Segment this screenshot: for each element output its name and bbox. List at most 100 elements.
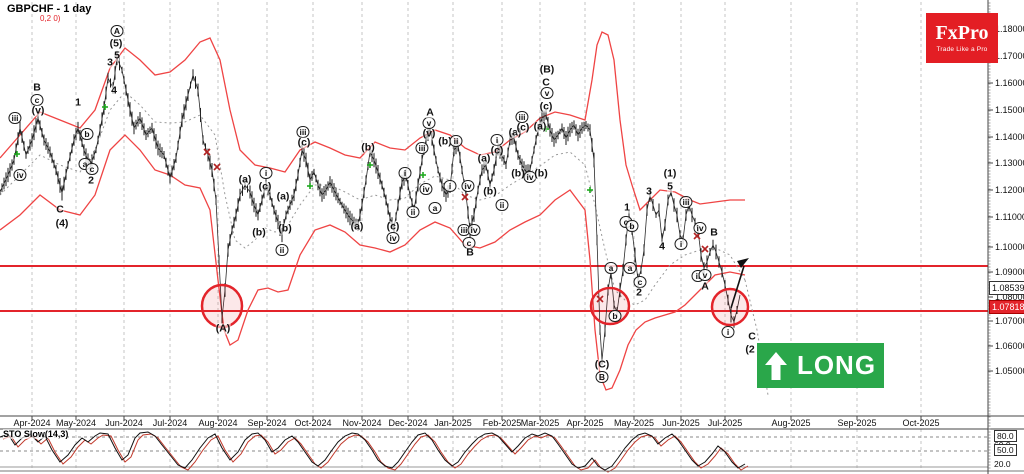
wave-label: v: [422, 117, 436, 129]
time-axis-label: May-2025: [613, 418, 655, 428]
wave-label: B: [33, 81, 41, 94]
time-axis-label: Oct-2024: [294, 418, 332, 428]
wave-label: iv: [467, 224, 481, 236]
stoch-axis-label: 20.0: [994, 459, 1011, 469]
wave-label: (c): [490, 144, 504, 157]
time-axis-label: Jan-2025: [434, 418, 472, 428]
wave-label: B: [710, 226, 718, 239]
time-axis-label: Nov-2024: [342, 418, 382, 428]
wave-label: i: [398, 167, 412, 179]
wave-label: 5: [667, 180, 673, 193]
wave-label: i: [674, 238, 688, 250]
wave-label: (a): [276, 190, 290, 203]
price-axis-label: 1.13000: [995, 158, 1024, 168]
price-axis-label: 1.05000: [995, 366, 1024, 376]
long-signal-button[interactable]: LONG: [757, 343, 884, 388]
wave-label: (v): [422, 127, 436, 140]
stoch-axis-label: 80.0: [994, 430, 1017, 442]
time-axis-label: Dec-2024: [388, 418, 428, 428]
up-arrow-icon: [764, 351, 787, 380]
price-axis-label: 1.17000: [995, 51, 1024, 61]
wave-label: 2: [88, 174, 94, 187]
wave-label: (2: [745, 343, 755, 356]
wave-label: 3: [107, 56, 113, 69]
time-axis-label: May-2024: [55, 418, 97, 428]
wave-label: iii: [8, 112, 22, 124]
wave-label: 5: [114, 49, 120, 62]
wave-label: 1: [624, 201, 630, 214]
wave-label: (A): [215, 322, 231, 335]
wave-label: ii: [449, 135, 463, 147]
wave-label: (c): [539, 100, 553, 113]
wave-label: (b): [534, 167, 548, 180]
wave-label: B: [466, 246, 474, 259]
wave-label: (5): [109, 37, 123, 50]
time-axis-label: Sep-2024: [247, 418, 287, 428]
wave-label: (b): [483, 185, 497, 198]
time-axis-label: Jun-2024: [105, 418, 143, 428]
price-axis-label: 1.09000: [995, 267, 1024, 277]
wave-label: iii: [515, 111, 529, 123]
wave-label: C: [56, 203, 64, 216]
price-level-box: 1.08539: [989, 281, 1024, 295]
symbol-title: GBPCHF - 1 day: [7, 3, 92, 15]
fxpro-brand-text: FxPro: [935, 22, 989, 44]
wave-label: a: [623, 262, 637, 274]
wave-degree-sublabel: 0,2 0): [40, 14, 61, 23]
wave-label: iii: [415, 142, 429, 154]
price-axis-label: 1.07000: [995, 316, 1024, 326]
wave-label: A: [110, 25, 124, 37]
wave-label: ii: [275, 244, 289, 256]
wave-label: (a): [508, 126, 522, 139]
wave-label: (a): [533, 120, 547, 133]
price-axis-label: 1.08000: [995, 292, 1024, 302]
wave-label: (b): [361, 141, 375, 154]
wave-label: iv: [13, 169, 27, 181]
price-axis-label: 1.18000: [995, 24, 1024, 34]
fxpro-tagline: Trade Like a Pro: [936, 46, 988, 53]
wave-label: B: [595, 371, 609, 383]
time-axis-label: Apr-2024: [13, 418, 51, 428]
wave-label: a: [604, 262, 618, 274]
wave-label: A: [701, 280, 709, 293]
time-axis-label: Apr-2025: [566, 418, 604, 428]
wave-label: (b): [438, 135, 452, 148]
price-axis-label: 1.10000: [995, 242, 1024, 252]
indicator-name-label: STO Slow(14,3): [3, 429, 69, 439]
time-axis-label: Jul-2024: [152, 418, 188, 428]
wave-label: 4: [659, 240, 665, 253]
wave-label: iv: [386, 232, 400, 244]
price-axis-label: 1.15000: [995, 105, 1024, 115]
wave-label: (c): [516, 121, 530, 134]
wave-label: (c): [258, 180, 272, 193]
wave-label: i: [443, 180, 457, 192]
wave-label: (c): [297, 136, 311, 149]
wave-label: (a): [477, 152, 491, 165]
wave-label: a: [428, 202, 442, 214]
price-axis-label: 1.12000: [995, 185, 1024, 195]
wave-label: A: [426, 106, 434, 119]
time-axis-label: Mar-2025: [520, 418, 560, 428]
time-axis-label: Oct-2025: [902, 418, 940, 428]
wave-label: v: [698, 269, 712, 281]
wave-label: b: [80, 128, 94, 140]
stoch-axis-label: 50.0: [994, 444, 1017, 456]
wave-label: iv: [693, 222, 707, 234]
wave-label: ii: [495, 199, 509, 211]
wave-label: iii: [679, 196, 693, 208]
wave-label: (b): [511, 167, 525, 180]
wave-label: 3: [646, 185, 652, 198]
long-signal-label: LONG: [796, 350, 877, 380]
wave-label: (a): [238, 173, 252, 186]
wave-label: (B): [539, 63, 555, 76]
wave-label: (v): [31, 104, 45, 117]
wave-label: (b): [252, 226, 266, 239]
wave-label: c: [30, 94, 44, 106]
price-axis-label: 1.16000: [995, 78, 1024, 88]
fxpro-logo: FxPro Trade Like a Pro: [926, 13, 998, 63]
wave-label: b: [625, 220, 639, 232]
wave-label: i: [259, 167, 273, 179]
wave-label: ii: [406, 206, 420, 218]
